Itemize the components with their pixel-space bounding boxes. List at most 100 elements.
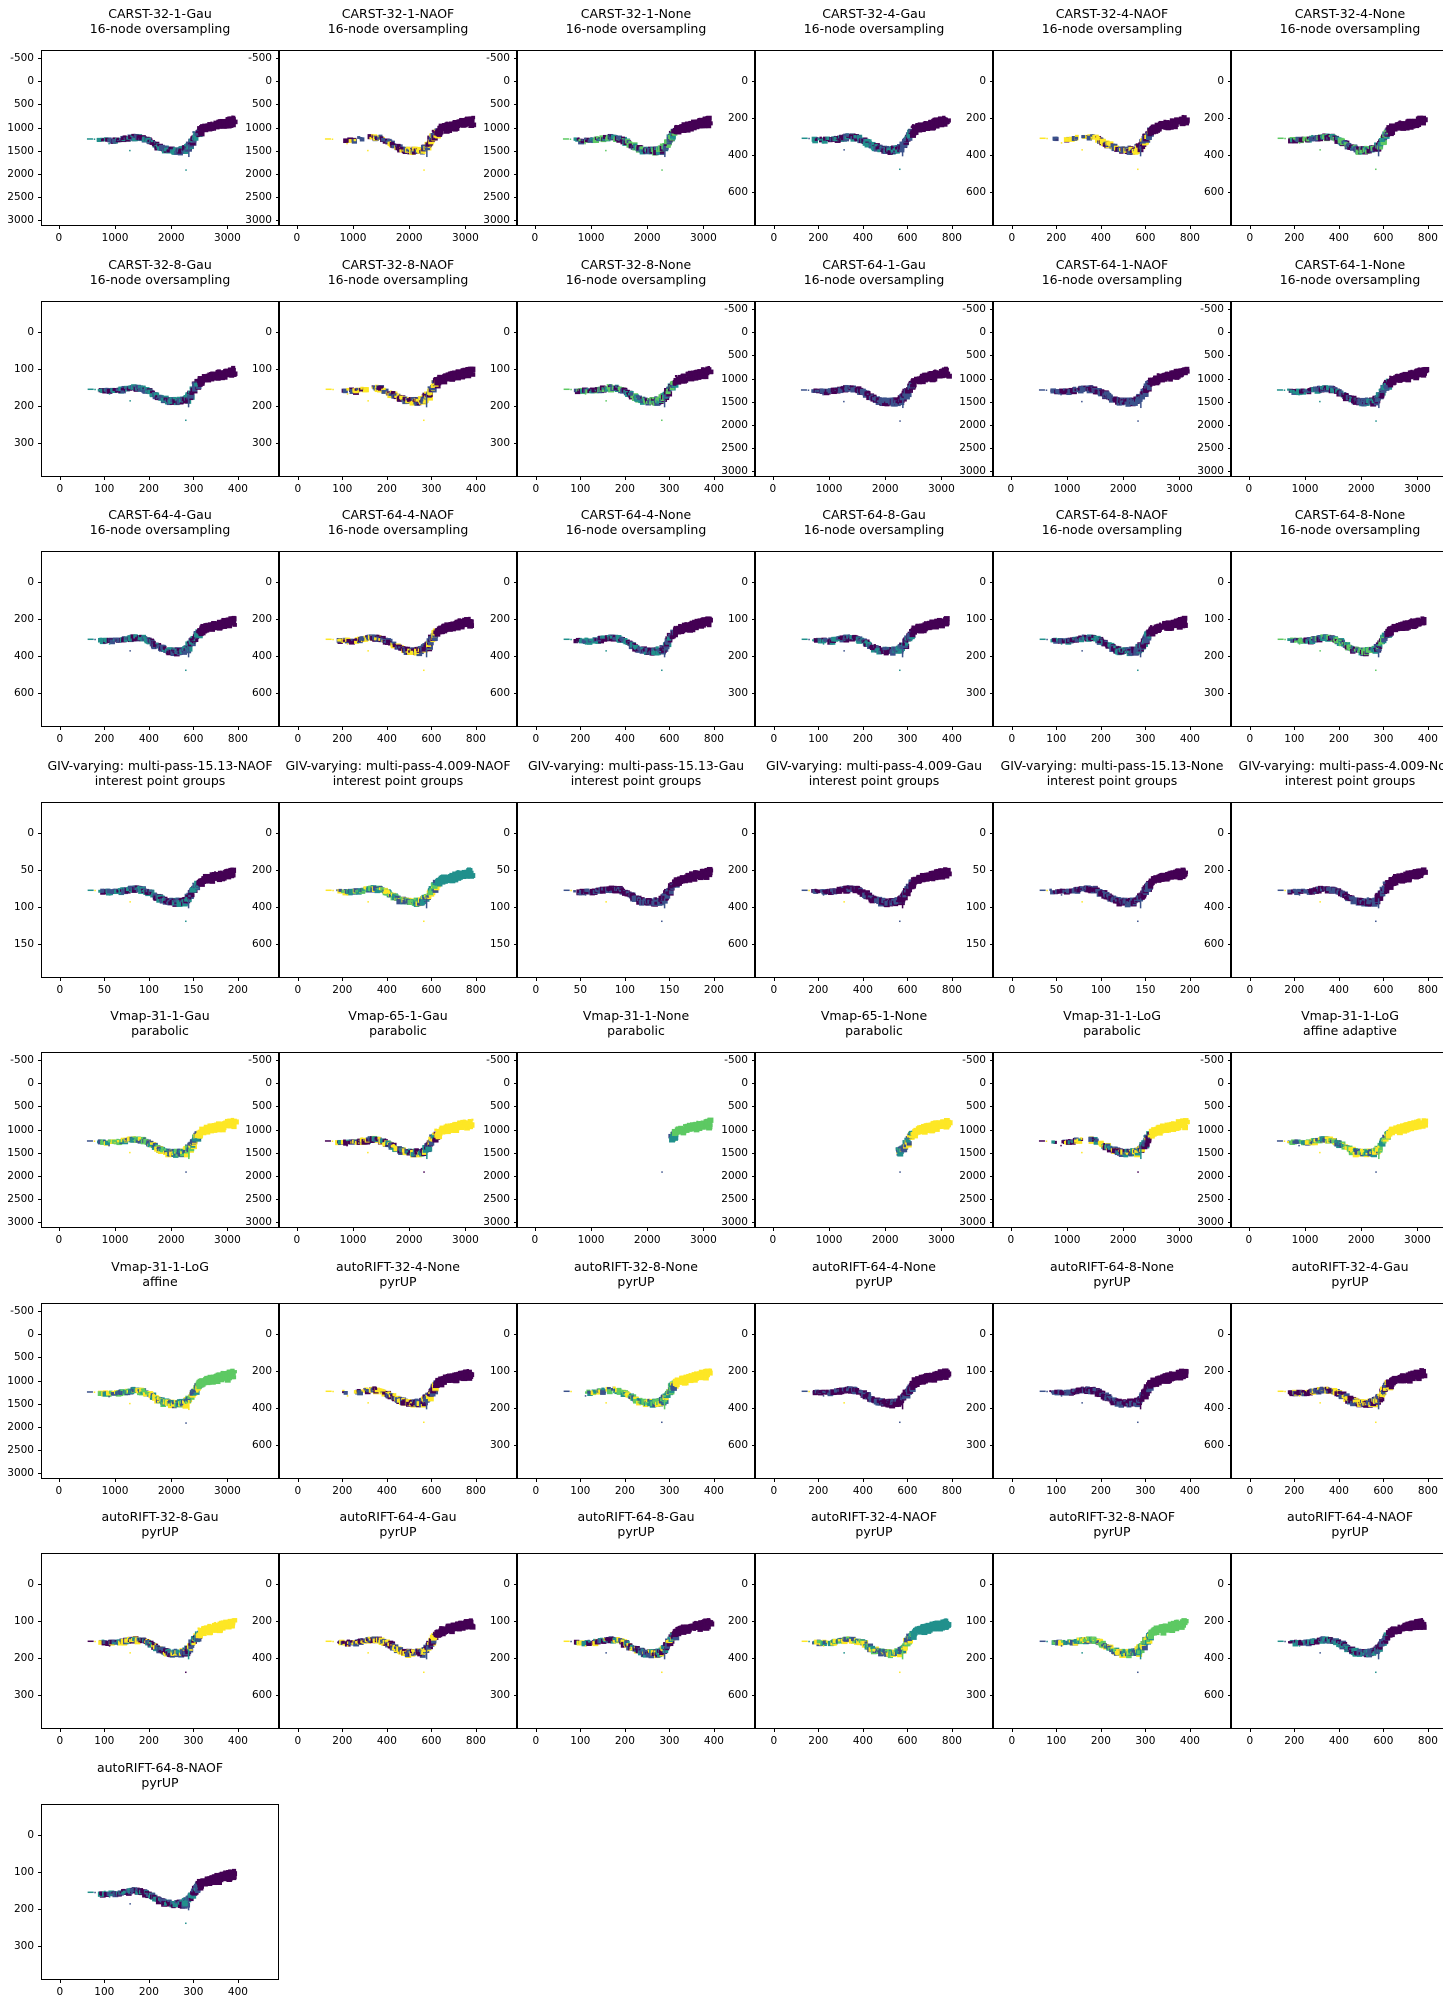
x-tick-label: 1000 <box>1053 483 1081 495</box>
y-tick-label: -500 <box>248 1053 272 1066</box>
y-tick-label: 1500 <box>721 395 748 408</box>
y-tick-mark <box>38 1694 42 1696</box>
x-tick-mark <box>1189 1478 1191 1482</box>
subplot-title: CARST-32-4-None <box>1294 6 1406 21</box>
velocity-raster <box>1277 867 1428 923</box>
y-tick-label: 600 <box>251 686 272 699</box>
y-tick-label: 3000 <box>1197 465 1224 478</box>
y-tick-mark <box>514 127 518 129</box>
y-tick-label: 0 <box>979 826 986 839</box>
x-tick-mark <box>193 1728 195 1732</box>
plot-area: -500 0 500 1000 1500 2000 2500 3000 0 1000 2000 300… <box>483 50 755 244</box>
x-tick-mark <box>580 476 582 480</box>
subplot-title: GIV-varying: multi-pass-4.009-NAOF <box>285 758 511 773</box>
x-tick-mark <box>1383 225 1385 229</box>
x-tick-label: 0 <box>770 1735 778 1747</box>
y-tick-mark <box>990 655 994 657</box>
subplot-subtitle: 16-node oversampling <box>327 21 469 36</box>
y-tick-mark <box>1228 378 1232 380</box>
y-tick-mark <box>1228 1059 1232 1061</box>
subplot-subtitle: 16-node oversampling <box>327 522 469 537</box>
y-tick-label: -500 <box>962 1053 986 1066</box>
x-tick-label: 200 <box>1284 232 1305 244</box>
x-tick-label: 0 <box>1246 1735 1254 1747</box>
y-tick-mark <box>990 1083 994 1085</box>
velocity-raster <box>661 1117 714 1173</box>
subplot: Vmap-65-1-None parabolic -500 0 500 1000 1500 2… <box>721 1002 993 1252</box>
y-tick-label: 500 <box>727 1100 748 1113</box>
y-tick-mark <box>1228 471 1232 473</box>
y-tick-label: 600 <box>1203 937 1224 950</box>
x-tick-label: 800 <box>1179 232 1200 244</box>
y-tick-label: 0 <box>503 325 510 338</box>
x-tick-label: 800 <box>1417 1485 1438 1497</box>
x-tick-mark <box>475 1478 477 1482</box>
x-tick-mark <box>1338 225 1340 229</box>
y-tick-mark <box>38 1199 42 1201</box>
y-tick-mark <box>514 1620 518 1622</box>
subplot: CARST-64-1-None 16-node oversampling -500 0… <box>1197 251 1443 501</box>
x-tick-label: 600 <box>421 733 442 745</box>
y-tick-label: 300 <box>13 1688 34 1701</box>
velocity-raster <box>324 115 477 171</box>
x-tick-mark <box>171 1227 173 1231</box>
x-tick-label: 0 <box>1246 232 1254 244</box>
x-tick-mark <box>772 1227 774 1231</box>
y-tick-label: 1500 <box>483 1146 510 1159</box>
x-tick-mark <box>104 1728 106 1732</box>
y-tick-label: 100 <box>1203 612 1224 625</box>
subplot: CARST-64-4-None 16-node oversampling 0 200 4… <box>490 501 755 751</box>
subplot: autoRIFT-64-4-NAOF pyrUP 0 200 400 600 0 200 400… <box>1204 1503 1443 1753</box>
x-tick-mark <box>1011 225 1013 229</box>
x-tick-label: 400 <box>852 232 873 244</box>
y-tick-label: 100 <box>965 1364 986 1377</box>
x-tick-mark <box>907 1478 909 1482</box>
y-tick-label: 0 <box>979 1327 986 1340</box>
y-tick-mark <box>990 378 994 380</box>
y-tick-mark <box>1228 1694 1232 1696</box>
y-tick-label: 1000 <box>1197 372 1224 385</box>
y-tick-label: 400 <box>727 1651 748 1664</box>
x-tick-label: 400 <box>1179 1485 1200 1497</box>
y-tick-mark <box>38 1175 42 1177</box>
x-tick-label: 200 <box>852 733 873 745</box>
subplot: CARST-64-1-NAOF 16-node oversampling -500 0… <box>959 251 1231 501</box>
plot-area: -500 0 500 1000 1500 2000 2500 3000 0 1000 2000 300… <box>959 301 1231 495</box>
subplot-title: Vmap-65-1-None <box>820 1008 928 1023</box>
x-tick-label: 200 <box>1284 1485 1305 1497</box>
y-tick-mark <box>514 1199 518 1201</box>
x-tick-mark <box>1010 476 1012 480</box>
y-tick-label: 200 <box>1203 649 1224 662</box>
y-tick-mark <box>514 906 518 908</box>
x-tick-label: 2000 <box>1347 1234 1375 1246</box>
plot-area: 0 200 400 600 0 200 400 600 800 <box>966 50 1231 244</box>
x-tick-label: 100 <box>570 1485 591 1497</box>
x-tick-mark <box>713 1728 715 1732</box>
plot-area: 0 100 200 300 0 100 200 300 400 <box>14 1553 279 1747</box>
subplot-subtitle: parabolic <box>845 1023 903 1038</box>
subplot-subtitle: pyrUP <box>379 1524 417 1539</box>
x-tick-mark <box>1189 726 1191 730</box>
y-tick-label: 600 <box>965 185 986 198</box>
x-tick-label: 3000 <box>214 232 241 244</box>
x-tick-mark <box>669 476 671 480</box>
y-tick-label: 2000 <box>483 1169 510 1182</box>
y-tick-mark <box>38 1426 42 1428</box>
y-tick-mark <box>38 150 42 152</box>
velocity-raster <box>1039 114 1190 171</box>
x-tick-mark <box>535 1728 537 1732</box>
y-tick-label: 400 <box>1203 900 1224 913</box>
x-tick-mark <box>1100 977 1102 981</box>
y-tick-label: -500 <box>1200 1053 1224 1066</box>
x-tick-label: 1000 <box>815 483 843 495</box>
x-tick-mark <box>862 225 864 229</box>
y-tick-label: 3000 <box>7 1467 34 1480</box>
x-tick-mark <box>104 977 106 981</box>
x-tick-mark <box>669 977 671 981</box>
x-tick-mark <box>409 225 411 229</box>
x-tick-mark <box>342 1478 344 1482</box>
y-tick-mark <box>276 331 280 333</box>
subplot-subtitle: pyrUP <box>141 1524 179 1539</box>
y-tick-mark <box>514 104 518 106</box>
y-tick-mark <box>514 81 518 83</box>
